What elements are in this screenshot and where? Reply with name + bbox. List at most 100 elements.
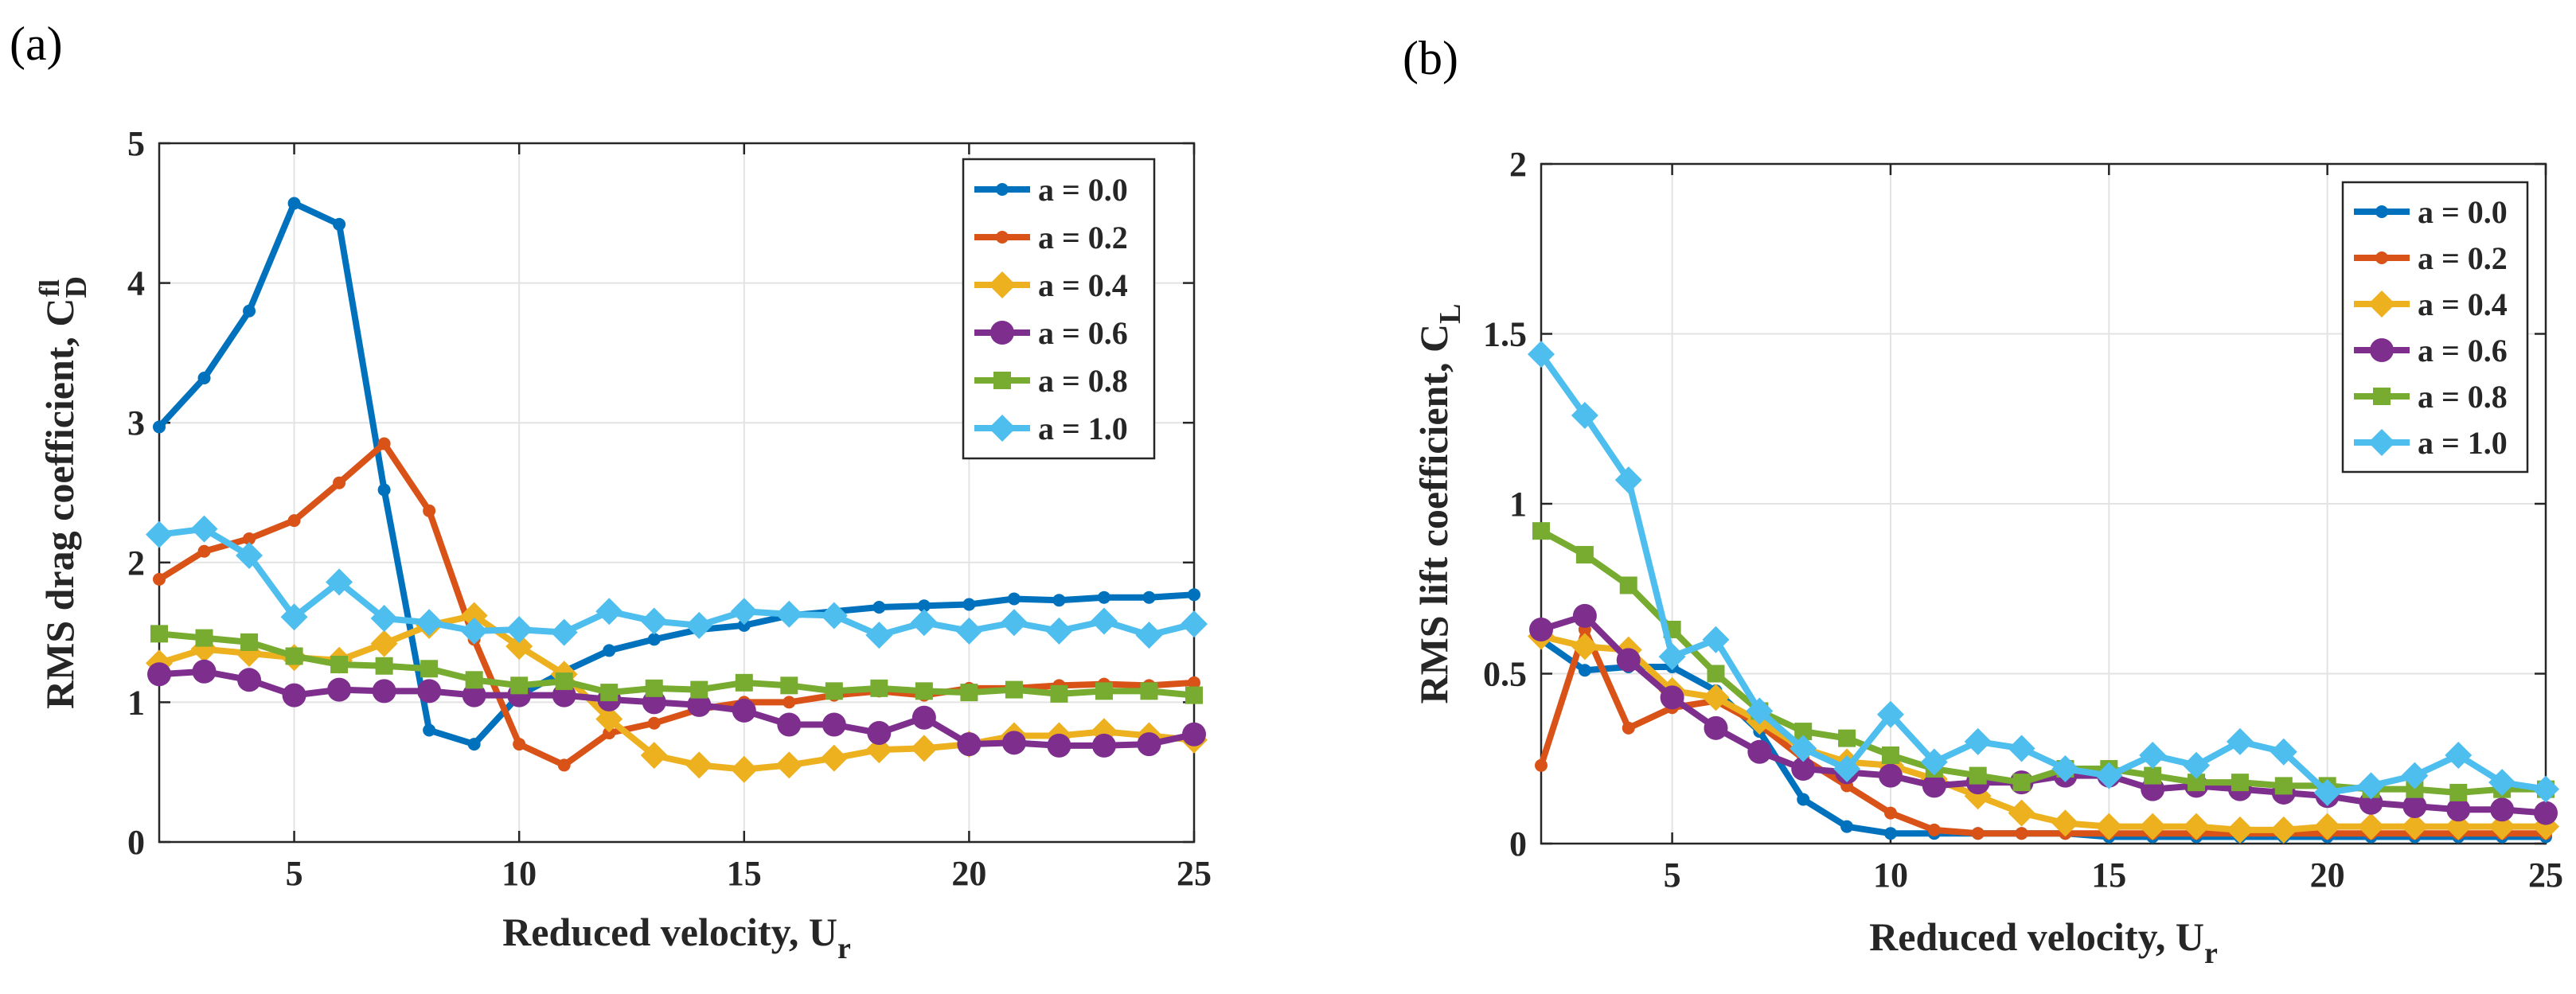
data-point <box>872 600 886 614</box>
data-point <box>1969 766 1987 785</box>
data-point <box>505 616 533 644</box>
data-point <box>1838 729 1856 747</box>
data-point <box>1575 546 1594 564</box>
legend-marker <box>996 231 1009 244</box>
data-point <box>1797 793 1810 806</box>
data-point <box>1045 617 1073 645</box>
data-point <box>1614 466 1642 494</box>
data-point <box>867 721 892 746</box>
data-point <box>2270 738 2297 766</box>
data-point <box>870 679 888 697</box>
data-point <box>822 712 846 737</box>
data-point <box>192 659 217 684</box>
data-point <box>2144 766 2162 785</box>
y-tick-label: 2 <box>1509 145 1527 184</box>
data-point <box>416 609 443 637</box>
data-point <box>1927 823 1941 836</box>
data-point <box>2183 751 2211 779</box>
legend-label: a = 0.0 <box>2418 194 2508 230</box>
data-point <box>280 603 308 631</box>
x-tick-label: 10 <box>502 854 537 893</box>
x-tick-label: 5 <box>286 854 303 893</box>
legend-label: a = 0.0 <box>1038 172 1128 208</box>
x-tick-label: 15 <box>2091 856 2126 895</box>
data-point <box>462 683 486 707</box>
data-point <box>1747 739 1772 764</box>
legend-label: a = 1.0 <box>2418 425 2508 461</box>
data-point <box>1572 603 1597 628</box>
data-point <box>2139 813 2167 840</box>
data-point <box>2226 727 2254 755</box>
legend-marker <box>2368 429 2395 456</box>
data-point <box>780 676 798 695</box>
data-point <box>1746 697 1774 725</box>
data-point <box>1532 522 1550 540</box>
data-point <box>2446 797 2471 822</box>
data-point <box>685 751 713 779</box>
data-point <box>2183 813 2211 840</box>
data-point <box>2095 813 2123 840</box>
data-point <box>603 644 616 657</box>
data-point <box>327 677 352 702</box>
x-axis-label: Reduced velocity, Ur <box>1869 914 2218 970</box>
y-tick-label: 1.5 <box>1483 315 1527 354</box>
data-point <box>1971 827 1985 840</box>
data-point <box>820 744 848 772</box>
legend-label: a = 0.4 <box>2418 287 2508 322</box>
panel-label: (b) <box>1403 32 1458 84</box>
data-point <box>957 732 982 757</box>
x-tick-label: 5 <box>1664 856 1681 895</box>
data-point <box>417 679 442 704</box>
data-point <box>865 736 893 764</box>
legend-marker <box>2370 338 2394 362</box>
data-point <box>2095 762 2123 789</box>
data-point <box>2449 783 2468 801</box>
legend-label: a = 0.2 <box>1038 220 1128 255</box>
data-point <box>423 723 436 737</box>
data-point <box>1794 723 1813 741</box>
data-point <box>370 605 398 633</box>
data-point <box>2313 813 2341 840</box>
data-point <box>2012 774 2031 792</box>
data-point <box>1881 746 1899 764</box>
data-point <box>775 600 803 628</box>
data-point <box>1876 700 1904 728</box>
legend-label: a = 0.8 <box>1038 363 1128 399</box>
data-point <box>243 304 256 318</box>
data-point <box>1000 609 1028 637</box>
data-point <box>645 679 663 697</box>
data-point <box>370 630 398 657</box>
data-point <box>2402 794 2427 819</box>
legend-marker <box>2368 290 2395 318</box>
data-point <box>550 618 578 646</box>
data-point <box>150 625 168 643</box>
data-point <box>2008 799 2035 827</box>
legend-label: a = 0.2 <box>2418 240 2508 276</box>
data-point <box>783 696 796 709</box>
data-point <box>147 662 171 687</box>
panel-label: (a) <box>10 18 63 70</box>
data-point <box>2226 816 2254 844</box>
data-point <box>2401 813 2429 840</box>
data-point <box>195 629 213 647</box>
data-point <box>687 692 712 717</box>
data-point <box>1878 763 1903 788</box>
data-point <box>557 758 571 772</box>
data-point <box>285 647 303 665</box>
data-point <box>377 483 391 497</box>
y-tick-label: 0 <box>1509 824 1527 863</box>
data-point <box>915 682 933 700</box>
data-point <box>1001 731 1026 755</box>
data-point <box>910 609 938 637</box>
data-point <box>375 657 393 675</box>
data-point <box>1704 715 1728 740</box>
data-point <box>1135 622 1163 649</box>
data-point <box>330 655 349 673</box>
legend-label: a = 1.0 <box>1038 411 1128 446</box>
data-point <box>777 712 802 737</box>
data-point <box>153 572 166 586</box>
data-point <box>513 738 526 751</box>
series-line <box>157 200 1195 748</box>
data-point <box>505 633 533 661</box>
y-axis-label: RMS drag coefficient, CDfl <box>33 276 93 709</box>
